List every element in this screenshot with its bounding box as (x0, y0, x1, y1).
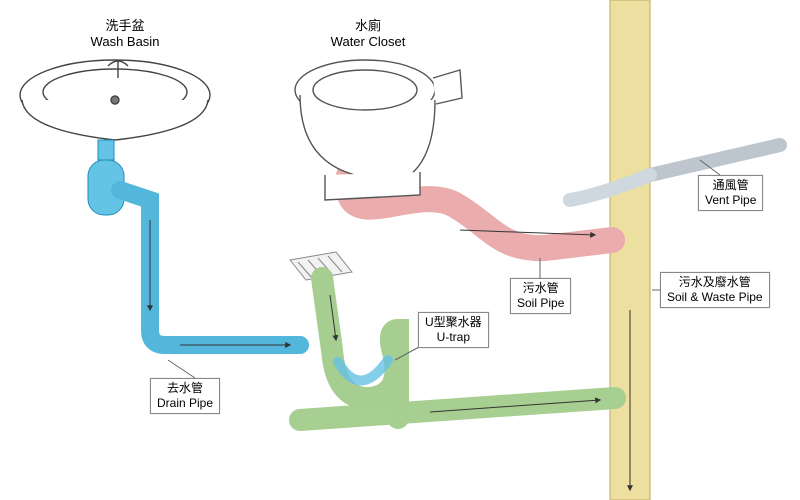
wash-basin-icon (20, 60, 210, 140)
soil-pipe-label: 污水管 Soil Pipe (510, 278, 571, 314)
u-trap-label-cn: U型聚水器 (425, 315, 482, 330)
wash-basin-title-en: Wash Basin (70, 34, 180, 50)
drain-pipe-label-cn: 去水管 (157, 381, 213, 396)
soil-pipe-label-en: Soil Pipe (517, 296, 564, 311)
plumbing-diagram: { "type": "infographic", "canvas": { "wi… (0, 0, 800, 500)
main-stack-label: 污水及廢水管 Soil & Waste Pipe (660, 272, 770, 308)
diagram-svg (0, 0, 800, 500)
main-stack-label-cn: 污水及廢水管 (667, 275, 763, 290)
wash-basin-title-cn: 洗手盆 (70, 18, 180, 34)
soil-pipe-label-cn: 污水管 (517, 281, 564, 296)
water-closet-title: 水廁 Water Closet (308, 18, 428, 49)
water-closet-title-en: Water Closet (308, 34, 428, 50)
wash-basin-title: 洗手盆 Wash Basin (70, 18, 180, 49)
water-closet-title-cn: 水廁 (308, 18, 428, 34)
water-closet-icon (295, 60, 462, 200)
drain-pipe-label: 去水管 Drain Pipe (150, 378, 220, 414)
main-stack-label-en: Soil & Waste Pipe (667, 290, 763, 305)
u-trap-label: U型聚水器 U-trap (418, 312, 489, 348)
drain-pipe (88, 140, 300, 345)
vent-pipe-label: 通風管 Vent Pipe (698, 175, 763, 211)
vent-pipe-label-cn: 通風管 (705, 178, 756, 193)
u-trap-label-en: U-trap (425, 330, 482, 345)
vent-pipe-label-en: Vent Pipe (705, 193, 756, 208)
drain-pipe-label-en: Drain Pipe (157, 396, 213, 411)
u-trap-pipe (290, 252, 398, 418)
